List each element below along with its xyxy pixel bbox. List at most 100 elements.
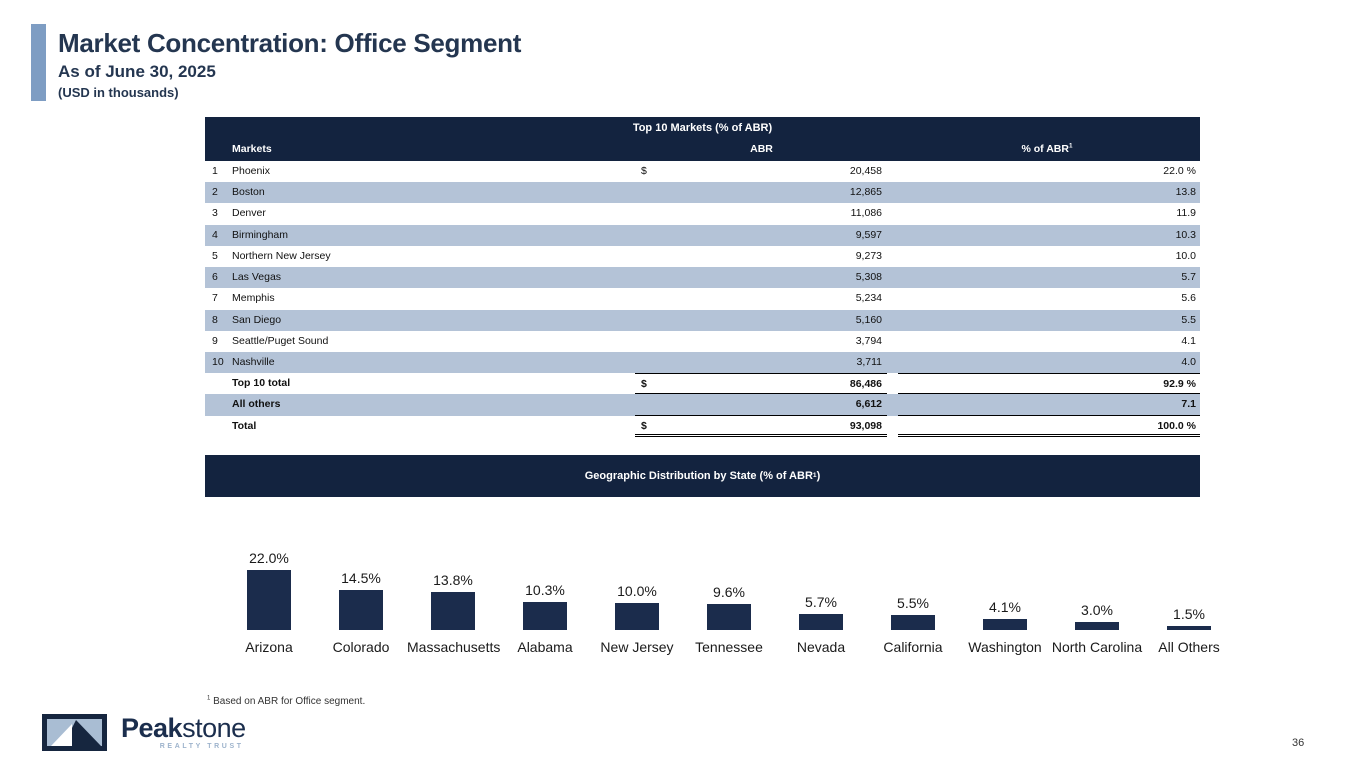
bar-value-label: 22.0% [249,550,289,566]
abr-value: 3,794 [855,334,882,347]
bar-value-label: 14.5% [341,570,381,586]
bar-column: 1.5% All Others [1143,550,1235,657]
chart-band-title: Geographic Distribution by State (% of A… [584,470,813,482]
rank-cell: 1 [212,165,218,177]
table-column-headers: Markets ABR % of ABR1 [205,140,1200,161]
column-gap [887,352,898,373]
column-gap [887,161,898,182]
bar-zone: 4.1% [983,550,1027,630]
mountain-logo-icon [42,714,107,751]
total-label-cell: Top 10 total [232,377,291,390]
bar-category-label: New Jersey [600,639,674,655]
bar-column: 4.1% Washington [959,550,1051,657]
footnote-text: Based on ABR for Office segment. [210,696,366,707]
rank-cell: 7 [212,292,218,305]
table-row: 6 Las Vegas 5,308 5.7 [205,267,1200,289]
currency-symbol: $ [641,378,647,391]
total-label-cell: Total [232,419,257,432]
market-cell: Las Vegas [232,271,282,284]
pct-cell: 13.8 [1175,186,1196,199]
abr-cell: $20,458 [635,161,887,182]
abr-value: 9,597 [855,228,882,241]
bar-value-label: 4.1% [989,599,1021,615]
pct-cell: 7.1 [898,394,1200,416]
bar-category-label: Arizona [245,639,293,655]
column-gap [887,288,898,309]
pct-column-label: % of ABR [1021,143,1069,155]
pct-column-footnote-ref: 1 [1068,142,1073,150]
chart-band-title-close: ) [816,470,821,482]
abr-cell: 9,273 [635,246,887,267]
bar-zone: 10.3% [523,550,567,630]
rank-cell [205,416,232,437]
abr-value: 12,865 [849,186,882,199]
table-row: 4 Birmingham 9,597 10.3 [205,224,1200,246]
table-row: 3 Denver 11,086 11.9 [205,203,1200,224]
market-cell: Northern New Jersey [232,249,331,262]
bar-column: 13.8% Massachusetts [407,550,501,657]
bar-column: 22.0% Arizona [223,550,315,657]
market-cell: San Diego [232,313,282,326]
bar [615,603,659,630]
pct-cell: 11.9 [1176,207,1196,220]
column-gap [887,140,898,161]
pct-cell: 5.5 [1181,313,1196,326]
abr-cell: 3,711 [635,352,887,373]
table-row: 2 Boston 12,865 13.8 [205,182,1200,204]
footnote: 1 Based on ABR for Office segment. [207,696,365,707]
table-row: 9 Seattle/Puget Sound 3,794 4.1 [205,331,1200,352]
markets-column-header: Markets [232,143,272,155]
logo-tagline: REALTY TRUST [159,743,244,751]
all-others-row: All others 6,612 7.1 [205,394,1200,416]
abr-value: 6,612 [855,398,882,411]
pct-cell: 100.0 % [898,416,1200,437]
top-markets-table: Top 10 Markets (% of ABR) Markets ABR % … [205,117,1200,437]
abr-value: 5,160 [855,313,882,326]
pct-cell: 5.6 [1181,292,1196,305]
abr-value: 93,098 [849,419,882,432]
bar-zone: 10.0% [615,550,659,630]
bar-zone: 5.7% [799,550,843,630]
abr-cell: 11,086 [635,203,887,224]
units-label: (USD in thousands) [58,85,179,100]
market-cell: Phoenix [232,165,270,177]
column-gap [887,182,898,203]
bar [523,602,567,630]
market-cell: Boston [232,186,265,199]
bar-value-label: 5.5% [897,595,929,611]
table-row: 8 San Diego 5,160 5.5 [205,309,1200,331]
column-gap [887,373,898,394]
bar [339,590,383,630]
bar-value-label: 10.0% [617,583,657,599]
chart-bars: 22.0% Arizona 14.5% Colorado 13.8% Massachuse… [205,550,1219,657]
rank-cell: 8 [212,313,218,326]
rank-cell: 9 [212,334,218,347]
bar-zone: 5.5% [891,550,935,630]
bar-value-label: 3.0% [1081,602,1113,618]
currency-symbol: $ [641,419,647,432]
top10-total-row: Top 10 total $86,486 92.9 % [205,373,1200,395]
bar [1167,626,1211,630]
table-row: 1 Phoenix $20,458 22.0 % [205,161,1200,182]
currency-symbol: $ [641,165,647,177]
table-header: Top 10 Markets (% of ABR) Markets ABR % … [205,117,1200,161]
title-accent-bar [31,24,46,101]
bar-zone: 1.5% [1167,550,1211,630]
bar-column: 9.6% Tennessee [683,550,775,657]
pct-cell: 10.0 [1175,249,1196,262]
bar-value-label: 10.3% [525,582,565,598]
total-row: Total $93,098 100.0 % [205,416,1200,437]
abr-value: 9,273 [855,249,882,262]
market-cell: Birmingham [232,228,289,241]
bar-category-label: Washington [968,639,1042,655]
market-cell: Seattle/Puget Sound [232,334,329,347]
abr-value: 11,086 [850,207,882,220]
bar [247,570,291,630]
bar [799,614,843,630]
column-gap [887,394,898,415]
abr-value: 86,486 [849,378,882,391]
bar-category-label: Massachusetts [407,639,501,655]
table-row: 10 Nashville 3,711 4.0 [205,351,1200,374]
logo-name-bold: Peak [121,713,183,743]
rank-cell [205,394,232,415]
